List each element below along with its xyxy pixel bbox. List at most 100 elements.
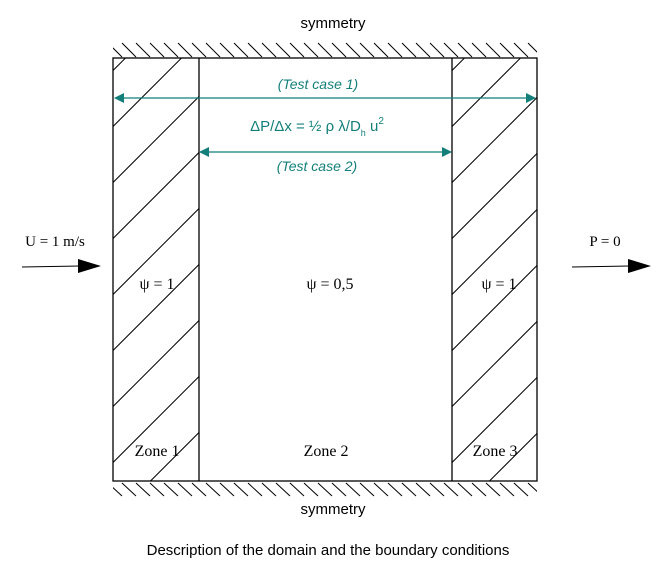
wall-hatch-line: [247, 42, 263, 58]
zone-1-psi-label: ψ = 1: [139, 276, 174, 293]
wall-hatch-line: [471, 482, 487, 497]
hatch-line: [0, 58, 14, 481]
hatch-line: [0, 58, 241, 481]
wall-hatch-line: [527, 482, 537, 493]
outlet-arrow-head: [628, 259, 651, 273]
wall-hatch-line: [317, 482, 333, 497]
wall-hatch-line: [387, 42, 403, 58]
outlet-pressure-label: P = 0: [589, 234, 620, 250]
wall-hatch-line: [149, 42, 165, 58]
hatch-line: [658, 58, 664, 481]
wall-hatch-line: [289, 482, 305, 497]
hatch-line: [452, 264, 537, 352]
zone-2-name: Zone 2: [304, 443, 349, 460]
wall-hatch-line: [457, 482, 473, 497]
wall-hatch-line: [233, 42, 249, 58]
wall-hatch-line: [191, 482, 207, 497]
figure-caption: Description of the domain and the bounda…: [147, 542, 510, 559]
wall-hatch-line: [485, 482, 501, 497]
hatch-line: [113, 207, 199, 296]
wall-hatch-line: [135, 482, 151, 497]
bottom-wall-hatch: [113, 482, 537, 497]
wall-hatch-line: [359, 42, 375, 58]
top-boundary-label: symmetry: [301, 15, 366, 32]
wall-hatch-line: [401, 482, 417, 497]
bottom-boundary-label: symmetry: [301, 501, 366, 518]
hatch-line: [113, 58, 126, 72]
outlet-arrow-shaft: [571, 265, 631, 268]
inlet-velocity-label: U = 1 m/s: [25, 234, 85, 250]
test-case-1-label: (Test case 1): [278, 76, 358, 92]
hatch-line: [543, 58, 664, 481]
inlet-arrow-shaft: [21, 265, 81, 268]
wall-hatch-line: [429, 482, 445, 497]
wall-hatch-line: [303, 42, 319, 58]
zone-1-name: Zone 1: [135, 443, 180, 460]
wall-hatch-line: [303, 482, 319, 497]
hatch-line: [452, 376, 537, 464]
wall-hatch-line: [373, 482, 389, 497]
wall-hatch-line: [485, 42, 501, 58]
domain-outline: [112, 57, 538, 482]
hatch-line: [0, 58, 70, 481]
wall-hatch-line: [289, 42, 305, 58]
wall-hatch-line: [163, 482, 179, 497]
wall-hatch-line: [331, 42, 347, 58]
zone-3-psi-label: ψ = 1: [481, 276, 516, 293]
hatch-line: [113, 58, 182, 128]
wall-hatch-line: [219, 42, 235, 58]
inlet-arrow-head: [78, 259, 101, 273]
wall-hatch-line: [205, 42, 221, 58]
wall-hatch-line: [219, 482, 235, 497]
wall-hatch-line: [443, 42, 459, 58]
hatch-line: [452, 96, 537, 184]
wall-hatch-line: [317, 42, 333, 58]
wall-hatch-line: [373, 42, 389, 58]
hatch-line: [113, 375, 199, 464]
hatch-line: [452, 208, 537, 296]
hatch-line: [546, 58, 664, 481]
wall-hatch-line: [513, 42, 529, 58]
wall-hatch-line: [177, 482, 193, 497]
wall-hatch-line: [345, 482, 361, 497]
wall-hatch-line: [177, 42, 193, 58]
wall-hatch-line: [275, 42, 291, 58]
wall-hatch-line: [415, 482, 431, 497]
wall-hatch-line: [513, 482, 529, 497]
wall-hatch-line: [401, 42, 417, 58]
hatch-line: [375, 58, 664, 481]
wall-hatch-line: [527, 42, 537, 53]
zone-1-hatch: [0, 58, 664, 481]
wall-hatch-line: [457, 42, 473, 58]
top-wall-hatch: [113, 42, 537, 58]
wall-hatch-line: [247, 482, 263, 497]
wall-hatch-line: [121, 42, 137, 58]
hatch-line: [113, 95, 199, 184]
wall-hatch-line: [359, 482, 375, 497]
hatch-line: [452, 320, 537, 408]
wall-hatch-line: [113, 47, 123, 58]
zone-3-hatch: [0, 58, 664, 481]
zone-3-name: Zone 3: [473, 443, 518, 460]
wall-hatch-line: [499, 482, 515, 497]
wall-hatch-line: [499, 42, 515, 58]
hatch-line: [113, 263, 199, 352]
wall-hatch-line: [205, 482, 221, 497]
wall-hatch-line: [415, 42, 431, 58]
pressure-drop-equation: ΔP/Δx = ½ ρ λ/Dh u2: [250, 116, 384, 138]
wall-hatch-line: [331, 482, 347, 497]
wall-hatch-line: [471, 42, 487, 58]
test-case-2-label: (Test case 2): [277, 158, 357, 174]
wall-hatch-line: [233, 482, 249, 497]
zone-2-psi-label: ψ = 0,5: [306, 276, 353, 293]
wall-hatch-line: [429, 42, 445, 58]
wall-hatch-line: [135, 42, 151, 58]
wall-hatch-line: [443, 482, 459, 497]
wall-hatch-line: [163, 42, 179, 58]
wall-hatch-line: [121, 482, 137, 497]
wall-hatch-line: [149, 482, 165, 497]
wall-hatch-line: [275, 482, 291, 497]
wall-hatch-line: [261, 42, 277, 58]
wall-hatch-line: [113, 486, 123, 497]
